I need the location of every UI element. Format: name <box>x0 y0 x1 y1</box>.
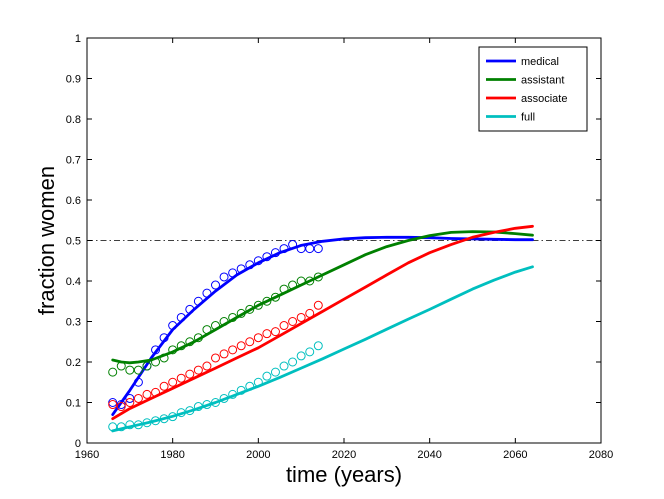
data-point-medical <box>211 280 220 290</box>
y-axis-label: fraction women <box>34 166 59 315</box>
data-point-associate <box>108 400 118 410</box>
legend-label-associate: associate <box>521 93 567 105</box>
data-point-medical <box>219 272 229 282</box>
x-tick-label: 2020 <box>332 449 356 461</box>
data-point-full <box>279 361 289 371</box>
x-tick-label: 2060 <box>503 449 527 461</box>
y-tick-label: 0.5 <box>66 236 81 248</box>
data-point-assistant <box>305 276 315 286</box>
data-point-associate <box>253 333 263 343</box>
legend-label-assistant: assistant <box>521 75 564 87</box>
data-point-associate <box>279 321 289 331</box>
data-point-assistant <box>125 365 135 375</box>
y-tick-label: 1 <box>75 33 81 45</box>
series-assistant <box>108 230 534 377</box>
data-point-assistant <box>133 365 143 375</box>
data-point-associate <box>313 300 323 310</box>
x-axis-label: time (years) <box>286 462 402 487</box>
y-tick-label: 0.6 <box>66 195 81 207</box>
data-point-associate <box>228 345 238 355</box>
data-point-medical <box>125 393 135 403</box>
model-line-assistant <box>111 230 534 365</box>
y-tick-label: 0.9 <box>66 74 81 86</box>
legend-label-medical: medical <box>521 56 559 68</box>
y-tick-label: 0.8 <box>66 114 81 126</box>
data-point-associate <box>202 361 212 371</box>
data-point-associate <box>236 341 246 351</box>
data-point-assistant <box>313 272 323 282</box>
data-point-full <box>296 351 306 361</box>
data-point-associate <box>288 317 298 326</box>
x-tick-label: 2000 <box>246 449 270 461</box>
model-line-full <box>111 265 534 433</box>
y-tick-label: 0.2 <box>66 357 81 369</box>
data-point-associate <box>262 329 272 339</box>
data-point-associate <box>176 373 186 383</box>
y-tick-label: 0.1 <box>66 398 81 410</box>
y-tick-label: 0 <box>75 438 81 450</box>
data-point-full <box>313 341 323 351</box>
data-point-associate <box>142 389 152 399</box>
y-tick-label: 0.3 <box>66 317 81 329</box>
data-point-associate <box>168 377 178 387</box>
data-point-associate <box>296 312 306 322</box>
data-point-assistant <box>253 300 263 310</box>
x-tick-label: 2040 <box>417 449 441 461</box>
series-full <box>108 265 534 433</box>
data-point-full <box>288 357 298 367</box>
data-point-associate <box>245 337 255 347</box>
y-tick-label: 0.7 <box>66 155 81 167</box>
data-point-full <box>270 367 280 377</box>
y-tick-label: 0.4 <box>66 276 81 288</box>
data-point-assistant <box>262 296 272 306</box>
legend-label-full: full <box>521 112 535 124</box>
data-point-assistant <box>270 292 280 302</box>
data-point-associate <box>116 402 126 412</box>
series-layer <box>108 224 534 433</box>
data-point-associate <box>185 369 195 379</box>
x-tick-label: 1980 <box>160 449 184 461</box>
x-tick-label: 1960 <box>75 449 99 461</box>
data-point-full <box>262 371 272 381</box>
legend: medical assistant associate full <box>478 46 588 132</box>
x-tick-label: 2080 <box>589 449 613 461</box>
tick-layer: 1960 1980 2000 2020 2040 2060 2080 0 0.1 0.2 0.3 0.… <box>66 33 614 461</box>
data-point-associate <box>133 393 143 403</box>
data-point-associate <box>219 349 229 359</box>
data-point-associate <box>125 398 135 407</box>
data-point-associate <box>159 381 169 391</box>
data-point-associate <box>211 353 220 363</box>
data-point-associate <box>270 327 280 337</box>
model-line-associate <box>111 224 534 421</box>
data-point-associate <box>193 365 203 375</box>
data-point-medical <box>313 244 323 254</box>
data-point-assistant <box>108 367 118 377</box>
data-point-full <box>305 347 315 357</box>
series-associate <box>108 224 534 421</box>
